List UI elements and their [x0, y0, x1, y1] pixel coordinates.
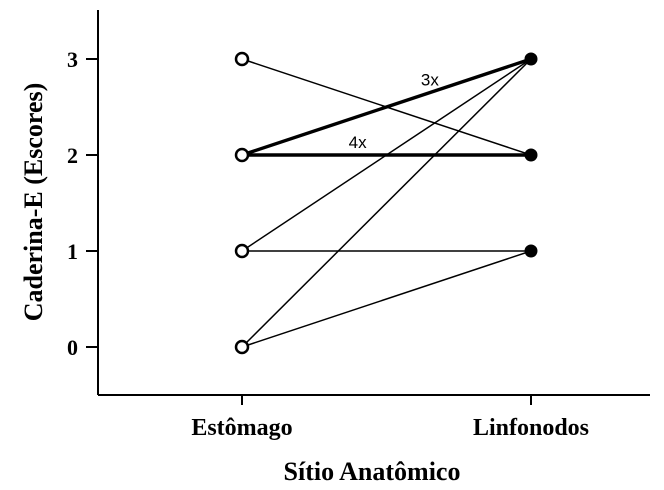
annotations: 3x 4x [349, 71, 440, 152]
axes [97, 10, 650, 396]
y-tick-label: 1 [67, 239, 78, 264]
pair-line [241, 250, 532, 348]
x-categories: Estômago Linfonodos [191, 395, 589, 441]
point-estomago [234, 339, 250, 355]
point-estomago [234, 51, 250, 67]
pair-line [241, 58, 532, 252]
y-tick-label: 2 [67, 143, 78, 168]
points [234, 51, 538, 355]
point-estomago [234, 243, 250, 259]
point-linfonodos [524, 148, 538, 162]
point-linfonodos [524, 244, 538, 258]
point-linfonodos [524, 52, 538, 66]
pair-lines [241, 57, 532, 348]
x-axis-title: Sítio Anatômico [284, 457, 461, 486]
annotation-label: 3x [421, 71, 439, 90]
y-tick-label: 3 [67, 47, 78, 72]
x-category-label: Estômago [191, 415, 292, 441]
point-estomago [234, 147, 250, 163]
pair-line [241, 58, 532, 348]
y-axis-title: Caderina-E (Escores) [19, 83, 48, 322]
pair-line [241, 57, 532, 157]
annotation-label: 4x [349, 133, 367, 152]
x-category-label: Linfonodos [473, 415, 589, 441]
y-ticks: 0 1 2 3 [67, 47, 98, 360]
y-tick-label: 0 [67, 335, 78, 360]
